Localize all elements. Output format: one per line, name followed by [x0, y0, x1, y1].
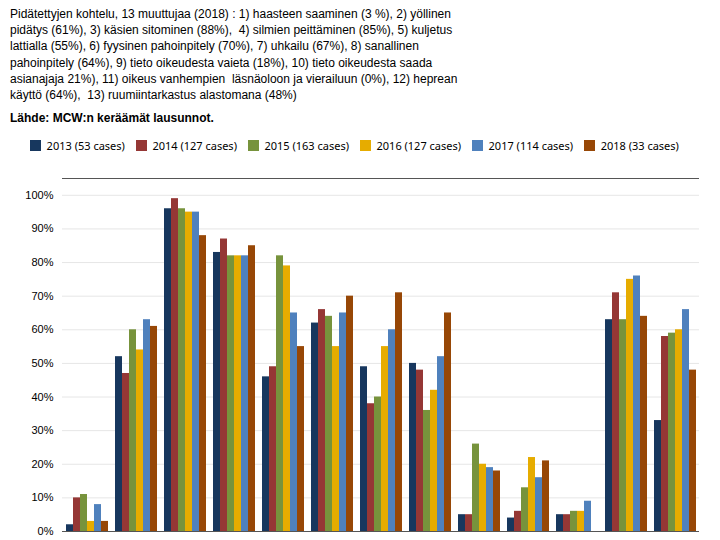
- svg-text:0%: 0%: [38, 525, 54, 537]
- svg-text:90%: 90%: [31, 222, 53, 234]
- html-text:2017 (114 cases): 2017 (114 cases): [488, 138, 574, 154]
- html-text:2015 (163 cases): 2015 (163 cases): [264, 138, 349, 154]
- svg-text:20%: 20%: [31, 457, 53, 469]
- svg-text:30%: 30%: [31, 424, 53, 436]
- svg-text:70%: 70%: [31, 289, 53, 301]
- svg-text:10%: 10%: [31, 491, 53, 503]
- html-text:2016 (127 cases): 2016 (127 cases): [376, 138, 462, 154]
- svg-text:50%: 50%: [31, 357, 53, 369]
- svg-text:40%: 40%: [31, 390, 53, 402]
- svg-text:80%: 80%: [31, 256, 53, 268]
- html-text:2013 (53 cases): 2013 (53 cases): [46, 138, 125, 154]
- svg-text:60%: 60%: [31, 323, 53, 335]
- html-text:2018 (33 cases): 2018 (33 cases): [600, 138, 679, 154]
- svg-text:100%: 100%: [25, 188, 53, 200]
- html-text:Pidätettyjen kohtelu, 13 muutt: Pidätettyjen kohtelu, 13 muuttujaa (2018…: [10, 7, 458, 102]
- html-text:2014 (127 cases): 2014 (127 cases): [152, 138, 237, 154]
- html-text:Lähde: MCW:n keräämät lausunno: Lähde: MCW:n keräämät lausunnot.: [10, 111, 214, 126]
